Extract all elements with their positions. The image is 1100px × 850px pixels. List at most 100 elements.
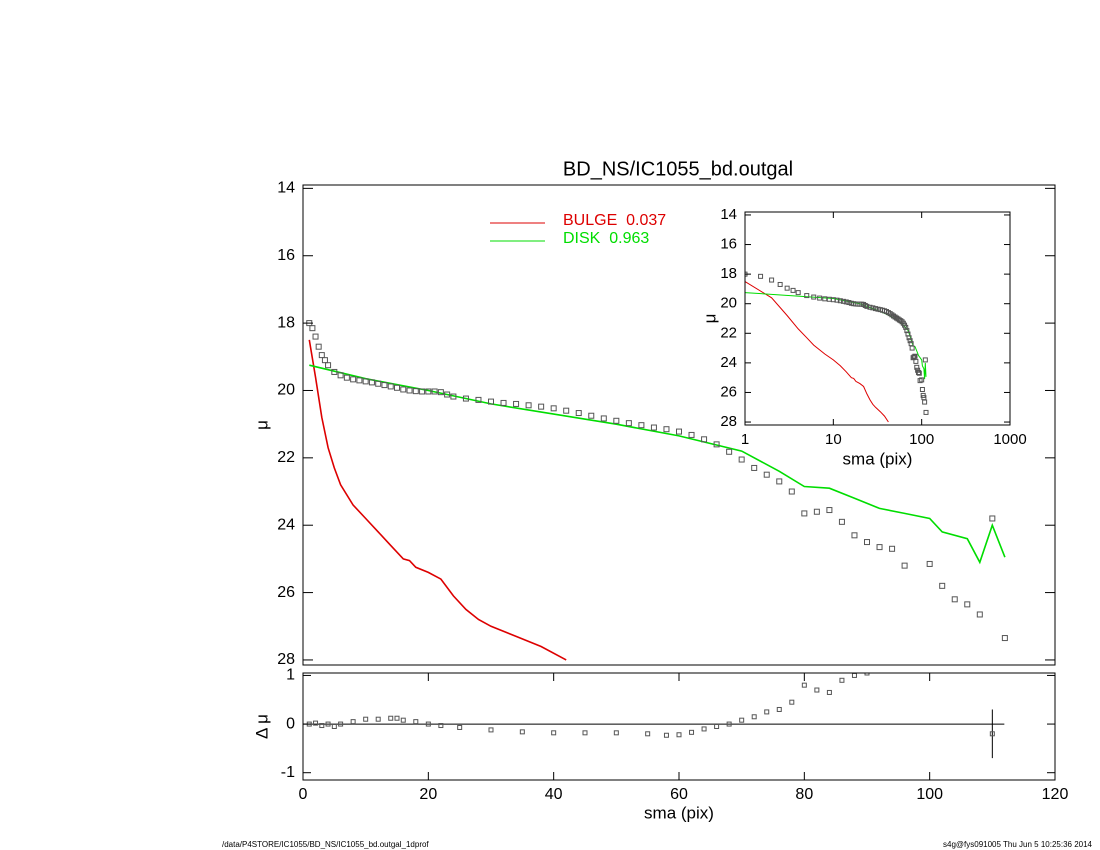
y-tick-label: -1 xyxy=(281,764,295,781)
data-point xyxy=(450,393,457,400)
data-point xyxy=(784,285,790,291)
data-point xyxy=(425,388,432,395)
data-point xyxy=(318,352,325,359)
data-point xyxy=(901,562,908,569)
data-point xyxy=(1001,635,1008,642)
data-point xyxy=(431,388,438,395)
data-point xyxy=(916,370,922,376)
data-point xyxy=(776,478,783,485)
model-line xyxy=(745,281,889,423)
y-axis-label: μ xyxy=(252,420,271,430)
data-point xyxy=(822,296,828,302)
data-point xyxy=(663,426,670,433)
chart-title: BD_NS/IC1055_bd.outgal xyxy=(563,158,793,180)
data-point xyxy=(325,362,332,369)
data-point xyxy=(939,582,946,589)
data-point xyxy=(851,532,858,539)
data-point xyxy=(923,409,929,415)
data-point xyxy=(906,335,912,341)
data-point xyxy=(645,731,651,737)
data-point xyxy=(964,601,971,608)
data-point xyxy=(575,410,582,417)
data-point xyxy=(563,407,570,414)
data-point xyxy=(350,719,356,725)
data-point xyxy=(438,723,444,729)
data-point xyxy=(400,386,407,393)
data-point xyxy=(763,471,770,478)
x-tick-label: 100 xyxy=(916,786,943,803)
axes-frame xyxy=(744,211,1011,426)
footer-left: /data/P4STORE/IC1055/BD_NS/IC1055_bd.out… xyxy=(222,840,429,849)
x-tick-label: 1 xyxy=(741,431,749,448)
data-point xyxy=(790,287,796,293)
data-point xyxy=(907,338,913,344)
legend-label: DISK 0.963 xyxy=(563,230,649,247)
data-point xyxy=(789,699,795,705)
data-point xyxy=(951,596,958,603)
data-point xyxy=(437,389,444,396)
data-point xyxy=(889,545,896,552)
data-point xyxy=(600,415,607,422)
data-point xyxy=(519,729,525,735)
data-point xyxy=(826,689,832,695)
data-point xyxy=(650,424,657,431)
axes-frame xyxy=(302,184,1056,666)
y-tick-label: 0 xyxy=(286,715,295,732)
y-axis-label: Δ μ xyxy=(252,714,271,739)
data-point xyxy=(462,395,469,402)
data-point xyxy=(801,510,808,517)
y-tick-label: 14 xyxy=(720,206,737,223)
data-point xyxy=(726,721,732,727)
data-point xyxy=(811,294,817,300)
data-point xyxy=(375,380,382,387)
data-point xyxy=(375,716,381,722)
x-tick-label: 40 xyxy=(545,786,563,803)
data-point xyxy=(739,717,745,723)
data-point xyxy=(919,387,925,392)
legend-label: BULGE 0.037 xyxy=(563,212,666,229)
footer-right: s4g@fys091005 Thu Jun 5 10:25:36 2014 xyxy=(943,840,1093,849)
data-point xyxy=(867,304,873,310)
data-point xyxy=(338,721,344,727)
data-point xyxy=(764,709,770,715)
data-point xyxy=(922,357,928,363)
data-point xyxy=(738,456,745,463)
data-point xyxy=(701,726,707,732)
data-point xyxy=(864,673,870,676)
data-point xyxy=(839,677,845,683)
y-tick-label: 26 xyxy=(277,584,295,601)
data-point xyxy=(337,372,344,379)
data-point xyxy=(312,333,319,340)
data-point xyxy=(769,277,775,283)
data-point xyxy=(582,730,588,736)
data-point xyxy=(551,730,557,736)
data-point xyxy=(331,368,338,375)
data-point xyxy=(394,384,400,391)
data-point xyxy=(419,388,426,395)
x-tick-label: 60 xyxy=(670,786,688,803)
data-point xyxy=(909,345,915,351)
data-point xyxy=(701,436,708,443)
data-point xyxy=(926,560,933,567)
data-point xyxy=(625,420,632,427)
data-point xyxy=(331,724,337,729)
data-point xyxy=(726,448,733,455)
data-point xyxy=(315,343,322,350)
data-point xyxy=(903,324,909,330)
data-point xyxy=(676,732,682,738)
x-tick-label: 0 xyxy=(299,786,308,803)
data-point xyxy=(394,715,400,721)
x-tick-label: 100 xyxy=(909,431,934,448)
model-line xyxy=(308,339,567,661)
y-tick-label: 18 xyxy=(720,265,737,282)
data-point xyxy=(309,325,316,332)
data-point xyxy=(444,391,451,398)
data-point xyxy=(413,719,419,725)
data-point xyxy=(638,422,645,429)
data-point xyxy=(689,729,695,735)
data-point xyxy=(876,544,883,551)
data-point xyxy=(989,515,996,522)
data-point xyxy=(425,721,431,727)
y-tick-label: 22 xyxy=(277,449,295,466)
